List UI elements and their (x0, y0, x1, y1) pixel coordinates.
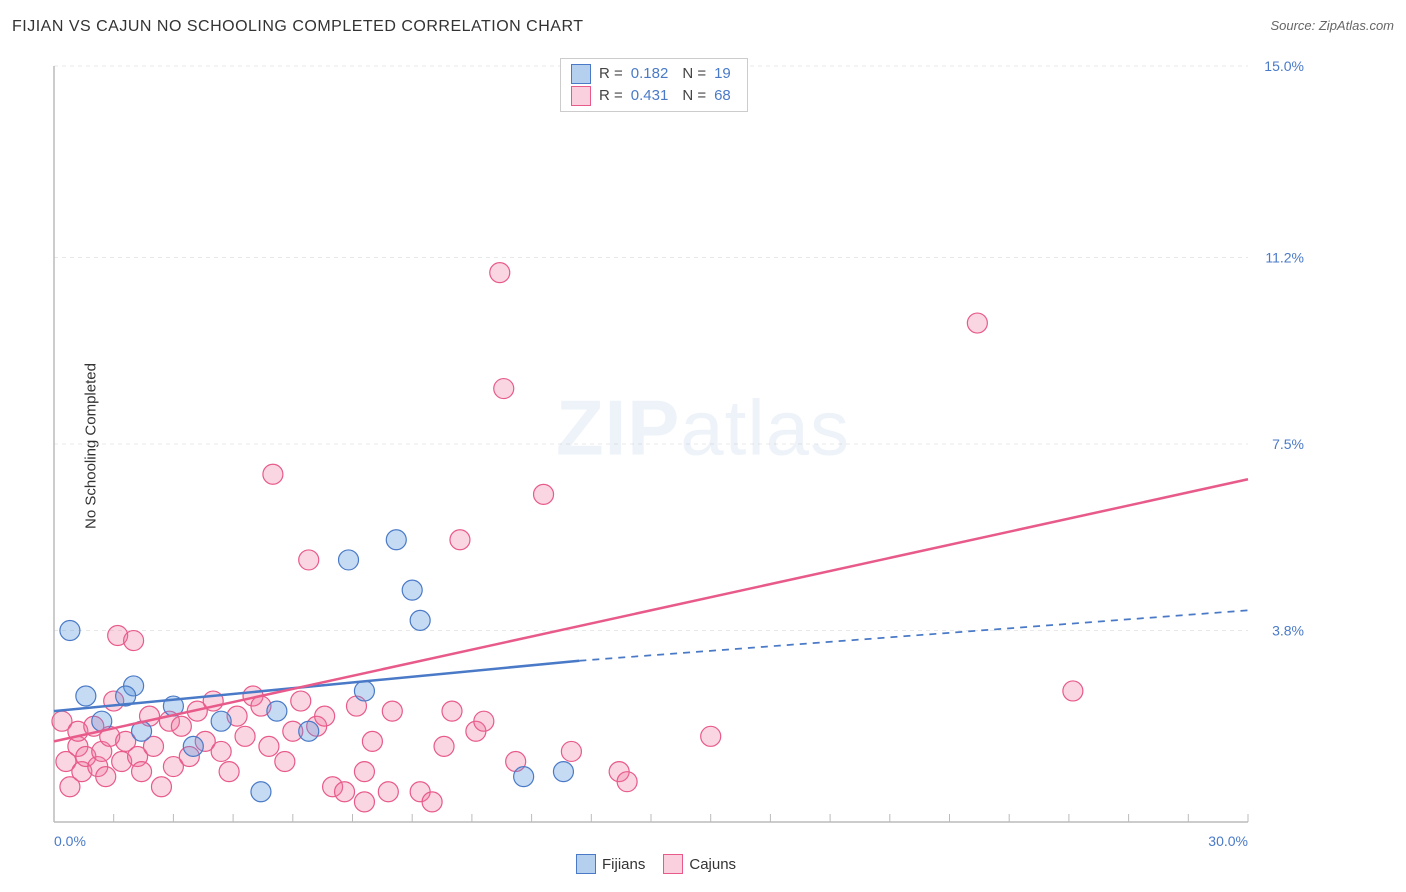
legend-item-cajuns: Cajuns (663, 854, 736, 874)
swatch-blue-icon (576, 854, 596, 874)
svg-text:11.2%: 11.2% (1265, 250, 1304, 266)
legend-label: Cajuns (689, 856, 736, 873)
legend-stats-row: R = 0.431 N = 68 (571, 85, 737, 107)
svg-text:3.8%: 3.8% (1272, 622, 1304, 638)
svg-text:15.0%: 15.0% (1264, 58, 1304, 74)
chart-title: FIJIAN VS CAJUN NO SCHOOLING COMPLETED C… (12, 18, 583, 35)
legend-series: Fijians Cajuns (576, 854, 736, 874)
svg-text:30.0%: 30.0% (1208, 833, 1248, 849)
r-value: 0.182 (631, 63, 675, 85)
scatter-chart: 3.8%7.5%11.2%15.0%0.0%30.0% (48, 58, 1308, 838)
n-value: 68 (714, 85, 737, 107)
swatch-pink-icon (663, 854, 683, 874)
r-label: R = (599, 63, 623, 85)
source-text: Source: ZipAtlas.com (1270, 18, 1394, 33)
svg-text:7.5%: 7.5% (1272, 436, 1304, 452)
r-value: 0.431 (631, 85, 675, 107)
n-value: 19 (714, 63, 737, 85)
legend-stats-row: R = 0.182 N = 19 (571, 63, 737, 85)
legend-item-fijians: Fijians (576, 854, 645, 874)
swatch-pink-icon (571, 86, 591, 106)
n-label: N = (682, 85, 706, 107)
svg-text:0.0%: 0.0% (54, 833, 86, 849)
n-label: N = (682, 63, 706, 85)
legend-label: Fijians (602, 856, 645, 873)
r-label: R = (599, 85, 623, 107)
swatch-blue-icon (571, 64, 591, 84)
legend-stats: R = 0.182 N = 19 R = 0.431 N = 68 (560, 58, 748, 112)
